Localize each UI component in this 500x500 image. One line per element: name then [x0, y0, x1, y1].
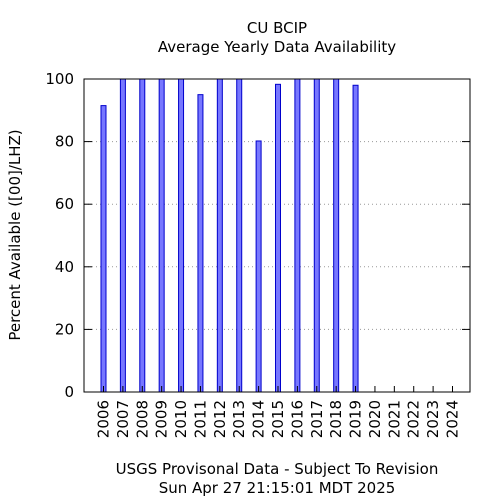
y-tick-label: 80	[55, 133, 74, 151]
x-tick-label: 2011	[191, 400, 209, 438]
bar	[294, 78, 301, 393]
x-tick-label: 2017	[308, 400, 326, 438]
bar	[119, 78, 126, 393]
bar	[333, 78, 340, 393]
x-tick-label: 2008	[133, 400, 151, 438]
plot-frame	[83, 78, 471, 393]
x-tick-label: 2021	[385, 400, 403, 438]
x-axis-ticks: 2006 2007 2008 2009 2010 2011 2012 2013 2014 2015…	[95, 386, 462, 438]
bar	[197, 94, 204, 393]
x-tick-label: 2007	[114, 400, 132, 438]
x-tick-label: 2010	[172, 400, 190, 438]
x-tick-label: 2016	[288, 400, 306, 438]
bar	[178, 78, 185, 393]
chart-subtitle: Average Yearly Data Availability	[158, 38, 396, 56]
x-tick-label: 2018	[327, 400, 345, 438]
x-tick-label: 2019	[347, 400, 365, 438]
footer-provisional-note: USGS Provisonal Data - Subject To Revisi…	[116, 460, 439, 478]
x-tick-label: 2013	[230, 400, 248, 438]
x-tick-label: 2006	[95, 400, 113, 438]
bar	[313, 78, 320, 393]
x-tick-label: 2024	[444, 400, 462, 438]
bar	[236, 78, 243, 393]
x-tick-label: 2009	[153, 400, 171, 438]
bar	[139, 78, 146, 393]
y-tick-label: 20	[55, 320, 74, 338]
footer-timestamp: Sun Apr 27 21:15:01 MDT 2025	[159, 479, 396, 497]
bar	[100, 105, 107, 393]
x-tick-label: 2015	[269, 400, 287, 438]
y-tick-label: 100	[45, 70, 74, 88]
x-tick-label: 2014	[250, 400, 268, 438]
x-tick-label: 2023	[424, 400, 442, 438]
y-tick-label: 0	[64, 383, 74, 401]
chart-title: CU BCIP	[247, 19, 307, 37]
y-axis-label: Percent Available ([00]/LHZ)	[6, 129, 24, 340]
x-tick-label: 2020	[366, 400, 384, 438]
x-tick-label: 2022	[405, 400, 423, 438]
y-tick-label: 60	[55, 195, 74, 213]
y-tick-label: 40	[55, 258, 74, 276]
bar-series	[100, 78, 359, 393]
bar	[255, 140, 262, 393]
y-axis-ticks: 0 20 40 60 80 100	[45, 70, 470, 401]
bar	[275, 83, 281, 393]
bar	[158, 78, 165, 393]
x-tick-label: 2012	[211, 400, 229, 438]
bar	[352, 84, 359, 393]
bar	[216, 78, 223, 393]
